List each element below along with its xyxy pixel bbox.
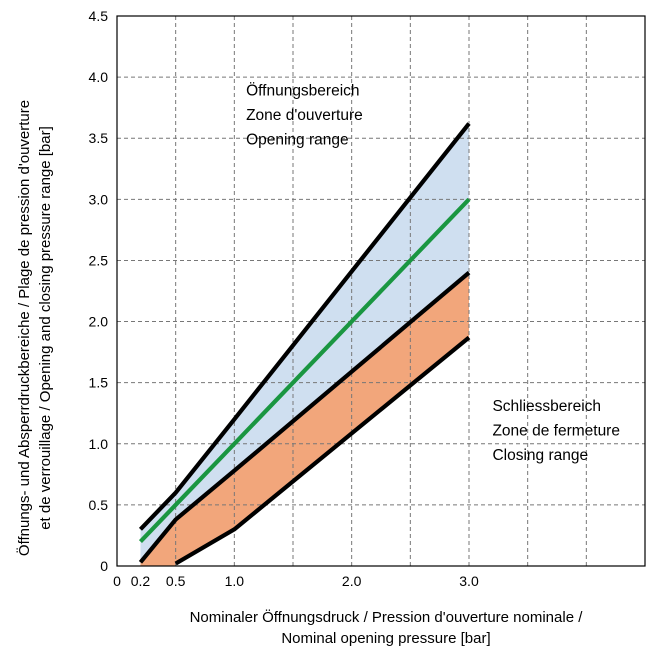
annotation-closing-line: Schliessbereich — [492, 398, 601, 415]
annotation-opening-line: Zone d'ouverture — [246, 107, 363, 124]
y-axis-title-line-2: et de verrouillage / Opening and closing… — [37, 126, 54, 530]
annotation-closing-line: Zone de fermeture — [492, 422, 620, 439]
y-tick-label: 4.5 — [89, 8, 109, 24]
y-tick-label: 0.5 — [89, 497, 109, 513]
series-line-nominal — [138, 197, 471, 544]
y-tick-label: 1.0 — [89, 436, 109, 452]
y-tick-label: 2.5 — [89, 252, 109, 268]
chart-ticks: 0 0.2 0.5 1.0 2.0 3.0 0 0.5 1.0 1.5 2.0 2.5 3.0 3.5 4.… — [89, 8, 479, 589]
y-tick-label: 0 — [100, 558, 108, 574]
series-line-closing_min — [174, 335, 471, 566]
x-tick-label: 0.2 — [131, 573, 151, 589]
chart-annotations: Öffnungsbereich Zone d'ouverture Opening r… — [246, 81, 620, 463]
chart-series — [138, 122, 471, 566]
series-line-opening_max — [138, 122, 471, 531]
x-tick-label: 0.5 — [166, 573, 186, 589]
chart-grid — [117, 16, 645, 566]
series-line-opening_min — [138, 271, 471, 564]
annotation-closing-line: Closing range — [492, 447, 588, 464]
y-tick-label: 3.0 — [89, 191, 109, 207]
x-tick-label: 1.0 — [225, 573, 245, 589]
x-tick-label: 3.0 — [459, 573, 479, 589]
y-tick-label: 1.5 — [89, 375, 109, 391]
x-axis-title-line-1: Nominaler Öffnungsdruck / Pression d'ouv… — [190, 608, 584, 626]
chart-areas — [140, 123, 469, 566]
annotation-opening-line: Öffnungsbereich — [246, 81, 359, 99]
y-tick-label: 2.0 — [89, 314, 109, 330]
annotation-opening-line: Opening range — [246, 131, 349, 148]
plot-frame — [116, 15, 646, 567]
x-tick-label: 2.0 — [342, 573, 362, 589]
area-opening_range — [140, 123, 469, 563]
x-tick-label: 0 — [113, 573, 121, 589]
x-axis-title-line-2: Nominal opening pressure [bar] — [281, 630, 490, 647]
y-axis-title-line-1: Öffnungs- und Absperrdruckbereiche / Pla… — [15, 100, 33, 556]
y-tick-label: 3.5 — [89, 130, 109, 146]
area-closing_range — [140, 272, 469, 566]
y-tick-label: 4.0 — [89, 69, 109, 85]
